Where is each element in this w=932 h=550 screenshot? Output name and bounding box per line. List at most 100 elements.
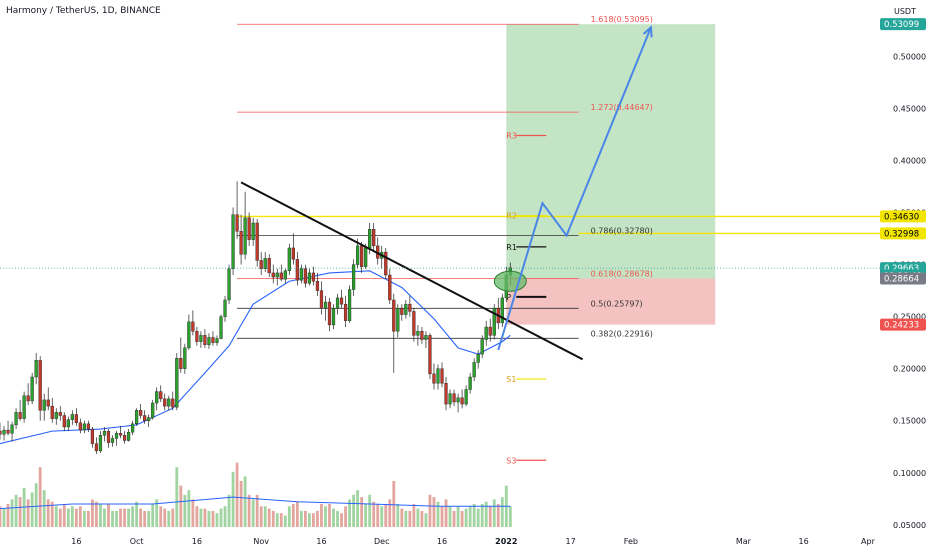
volume-bar: [404, 510, 408, 527]
volume-bar: [10, 499, 14, 527]
volume-bar: [131, 506, 135, 527]
volume-bar: [243, 476, 247, 527]
volume-bar: [444, 499, 448, 527]
volume-bar: [360, 497, 364, 527]
candle-body: [26, 395, 30, 402]
candle-body: [444, 383, 448, 405]
candle-body: [428, 335, 432, 375]
candle-body: [70, 414, 74, 420]
volume-bar: [34, 483, 38, 527]
candle-body: [139, 410, 143, 416]
y-tick-label: 0.20000: [893, 365, 926, 374]
volume-bar: [6, 504, 10, 527]
volume-bar: [66, 508, 70, 527]
volume-bar: [340, 513, 343, 527]
candle-body: [151, 402, 155, 418]
candle-body: [255, 222, 259, 261]
y-tick-label: 0.05000: [893, 521, 926, 530]
volume-bar: [14, 494, 18, 527]
candle-body: [122, 435, 127, 441]
fib-level-label: 1.272(0.44647): [591, 103, 653, 112]
candle-body: [408, 303, 412, 312]
candle-body: [352, 264, 356, 290]
candle-body: [223, 299, 227, 317]
volume-bar: [380, 506, 384, 527]
candle-body: [472, 362, 476, 378]
volume-bar: [70, 506, 74, 527]
candle-body: [42, 399, 46, 411]
volume-bar: [255, 494, 259, 527]
candle-body: [343, 303, 348, 321]
volume-bar: [488, 506, 492, 527]
candle-body: [106, 430, 111, 443]
x-tick-label: Dec: [374, 537, 389, 546]
candle-body: [468, 376, 472, 390]
candle-body: [14, 412, 18, 426]
volume-bar: [368, 494, 372, 527]
candle-body: [0, 430, 2, 435]
volume-bar: [291, 504, 295, 527]
volume-bar: [308, 513, 311, 527]
candle-body: [279, 272, 283, 280]
candle-body: [492, 308, 496, 336]
pivot-label: R3: [506, 132, 517, 141]
volume-bar: [0, 506, 2, 527]
volume-bar: [460, 510, 464, 527]
candle-body: [412, 311, 416, 336]
candle-body: [331, 308, 336, 326]
volume-bar: [267, 508, 271, 527]
volume-bar: [155, 499, 159, 527]
candle-body: [400, 308, 404, 315]
volume-bar: [251, 499, 255, 527]
fib-level-label: 0.5(0.25797): [591, 299, 643, 308]
y-tick-label: 0.25000: [893, 313, 926, 322]
volume-bar: [30, 492, 34, 527]
fib-level-label: 0.618(0.28678): [591, 269, 653, 278]
candle-body: [299, 268, 303, 281]
candle-body: [368, 229, 372, 249]
volume-bar: [432, 497, 436, 527]
candle-body: [436, 368, 440, 384]
candle-body: [311, 272, 316, 282]
y-tick-label: 0.10000: [893, 469, 926, 478]
candle-body: [404, 303, 408, 315]
candle-body: [30, 376, 34, 402]
price-label-text: 0.28664: [884, 274, 919, 284]
volume-bar: [58, 508, 62, 527]
y-tick-label: 0.45000: [893, 104, 926, 113]
candle-body: [339, 297, 344, 305]
candle-body: [167, 398, 171, 407]
volume-bar: [412, 504, 416, 527]
candle-body: [235, 214, 239, 232]
candle-body: [211, 337, 215, 343]
volume-bar: [400, 508, 404, 527]
candle-body: [259, 260, 263, 269]
candle-body: [476, 353, 480, 363]
fib-level-label: 0.786(0.32780): [591, 227, 653, 236]
x-tick-label: Oct: [130, 537, 144, 546]
volume-bar: [199, 508, 203, 527]
candle-body: [114, 433, 119, 439]
volume-bar: [283, 515, 287, 527]
volume-bar: [46, 499, 50, 527]
candle-body: [126, 431, 131, 441]
projection-arrowhead: [642, 25, 653, 38]
candle-body: [275, 272, 279, 278]
volume-bar: [195, 506, 199, 527]
volume-bar: [171, 508, 175, 527]
volume-bar: [312, 513, 315, 527]
y-axis-unit: USDT: [894, 7, 916, 16]
volume-bar: [352, 494, 356, 527]
candle-body: [155, 391, 159, 404]
volume-bar: [119, 508, 122, 527]
volume-bar: [143, 510, 147, 527]
volume-bar: [139, 508, 143, 527]
volume-bar: [215, 513, 219, 527]
volume-bar: [408, 510, 412, 527]
volume-bar: [476, 508, 480, 527]
volume-bar: [86, 510, 90, 527]
candle-body: [22, 395, 26, 419]
candle-body: [319, 290, 324, 309]
volume-bar: [179, 485, 183, 527]
volume-bar: [50, 501, 54, 527]
